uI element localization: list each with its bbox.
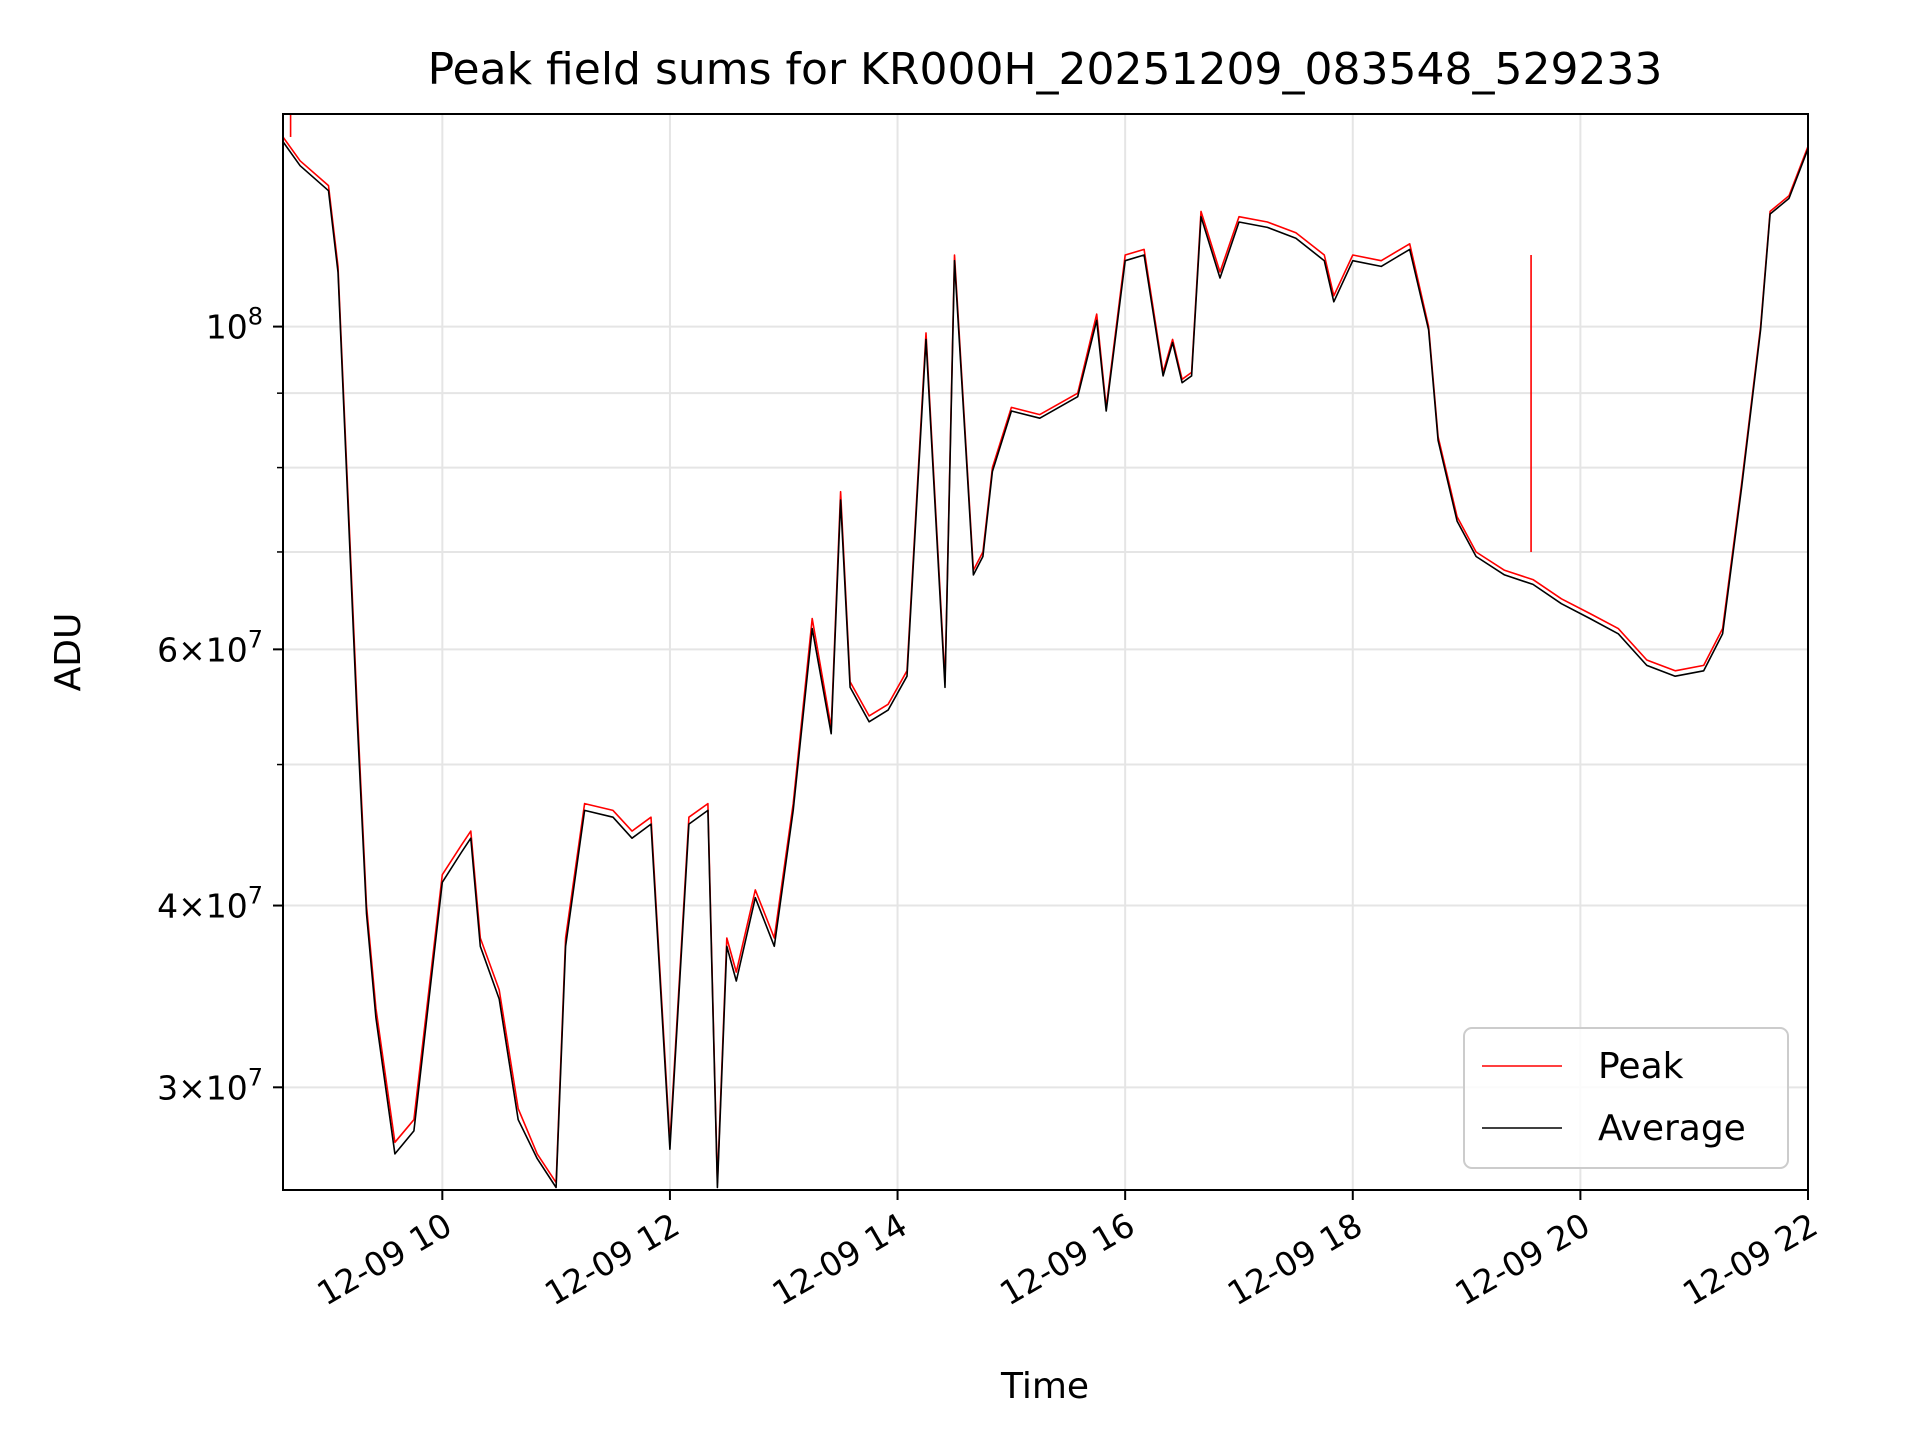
y-tick-label: 6×107 (157, 625, 263, 669)
y-tick-exponent: 7 (248, 625, 263, 653)
y-tick-times: ×10 (178, 1068, 248, 1107)
x-axis-label: Time (1000, 1366, 1089, 1407)
y-tick-exponent: 7 (248, 1063, 263, 1091)
y-tick-exponent: 8 (248, 303, 263, 331)
legend-box (1463, 1027, 1789, 1169)
legend-label-average: Average (1598, 1108, 1746, 1149)
y-tick-label: 4×107 (157, 882, 263, 926)
y-tick-label: 3×107 (157, 1063, 263, 1107)
y-tick-exponent: 7 (248, 882, 263, 910)
chart-title: Peak field sums for KR000H_20251209_0835… (428, 44, 1663, 95)
y-tick-base: 6 (157, 630, 178, 669)
legend: Peak Average (1463, 1027, 1789, 1169)
y-tick-base: 3 (157, 1068, 178, 1107)
series-layer (283, 114, 1808, 1189)
y-tick-base: 4 (157, 887, 178, 926)
grid (283, 114, 1809, 1190)
y-tick-times: ×10 (178, 630, 248, 669)
series-line-average (283, 141, 1808, 1189)
legend-label-peak: Peak (1598, 1046, 1684, 1087)
y-axis-label: ADU (48, 613, 89, 692)
y-tick-times: ×10 (178, 887, 248, 926)
plot-frame (282, 113, 1809, 1191)
y-tick-ten: 10 (206, 308, 248, 347)
y-tick-label: 108 (206, 303, 263, 347)
